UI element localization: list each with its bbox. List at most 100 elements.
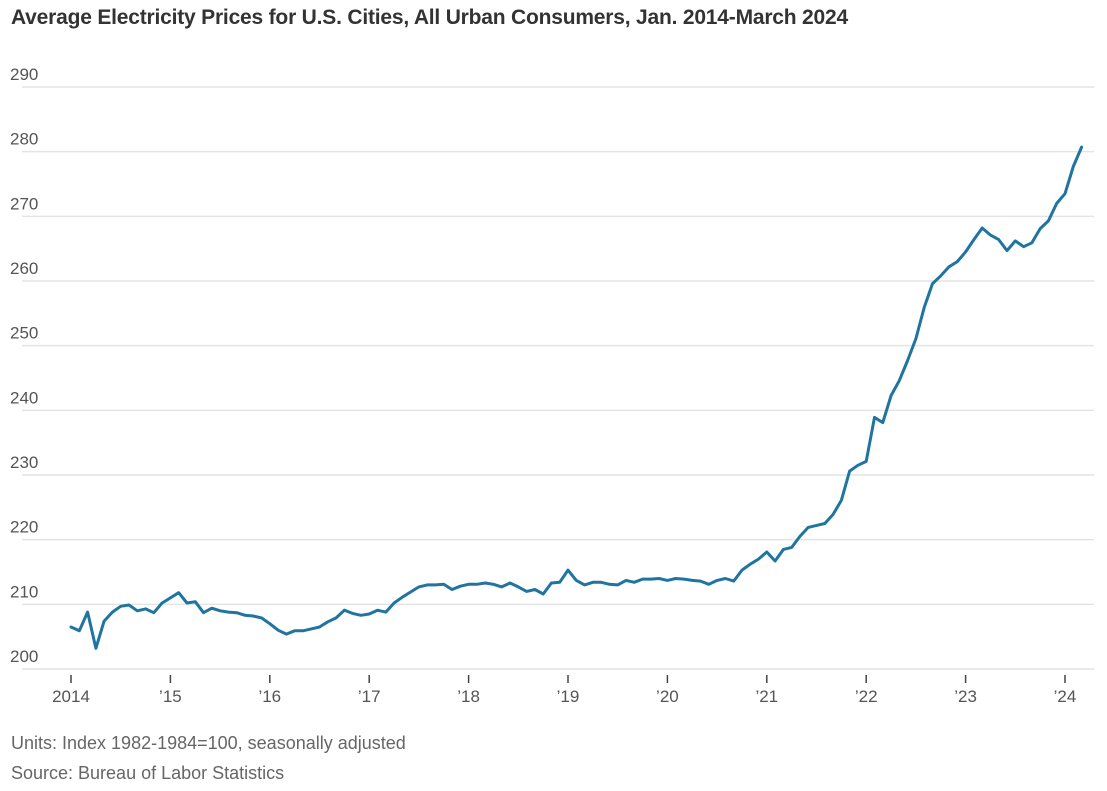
data-point — [948, 266, 950, 268]
y-tick-label: 200 — [10, 647, 38, 666]
data-point — [542, 593, 544, 595]
data-point — [128, 604, 130, 606]
data-point — [915, 337, 917, 339]
data-point — [393, 602, 395, 604]
data-point — [202, 612, 204, 614]
data-point — [95, 647, 97, 649]
data-point — [227, 611, 229, 613]
data-point — [476, 583, 478, 585]
data-point — [525, 590, 527, 592]
x-axis: 2014 ’15 ’16 ’17 ’18 ’19 ’20 ’21 ’22 ’23 ’24 — [52, 675, 1076, 706]
data-point — [749, 563, 751, 565]
data-point — [219, 610, 221, 612]
data-point — [1056, 202, 1058, 204]
x-tick-label: ’15 — [159, 687, 182, 706]
data-point — [1022, 246, 1024, 248]
data-point — [575, 579, 577, 581]
data-point — [153, 612, 155, 614]
data-point — [857, 464, 859, 466]
data-point — [641, 578, 643, 580]
data-point — [815, 524, 817, 526]
x-tick-label: ’22 — [855, 687, 878, 706]
data-point — [443, 583, 445, 585]
data-point — [1031, 242, 1033, 244]
data-point — [906, 359, 908, 361]
data-point — [186, 602, 188, 604]
data-point — [799, 535, 801, 537]
data-point — [78, 630, 80, 632]
data-point — [285, 633, 287, 635]
data-point — [807, 526, 809, 528]
data-point — [211, 607, 213, 609]
data-point — [865, 460, 867, 462]
x-tick-label: ’24 — [1054, 687, 1077, 706]
data-point — [658, 577, 660, 579]
data-point — [335, 617, 337, 619]
data-point — [766, 551, 768, 553]
data-point — [708, 583, 710, 585]
data-point — [269, 623, 271, 625]
data-point — [617, 584, 619, 586]
data-point — [956, 260, 958, 262]
data-point — [940, 275, 942, 277]
data-point — [592, 581, 594, 583]
data-point — [459, 585, 461, 587]
data-point — [691, 579, 693, 581]
data-point — [418, 586, 420, 588]
data-point — [376, 609, 378, 611]
data-point — [426, 584, 428, 586]
data-point — [559, 581, 561, 583]
y-tick-label: 230 — [10, 453, 38, 472]
data-point — [625, 579, 627, 581]
data-point — [318, 626, 320, 628]
x-tick-label: ’23 — [954, 687, 977, 706]
data-point — [1072, 165, 1074, 167]
y-tick-label: 280 — [10, 130, 38, 149]
data-point — [989, 234, 991, 236]
data-point — [236, 612, 238, 614]
data-point — [111, 611, 113, 613]
data-point — [409, 591, 411, 593]
x-tick-label: ’20 — [656, 687, 679, 706]
data-point — [277, 629, 279, 631]
data-point — [608, 583, 610, 585]
data-point — [103, 620, 105, 622]
data-point — [824, 522, 826, 524]
data-point — [252, 615, 254, 617]
data-point — [368, 613, 370, 615]
data-point — [890, 394, 892, 396]
data-point — [327, 621, 329, 623]
gridlines — [22, 86, 1094, 670]
data-point — [1047, 220, 1049, 222]
data-point — [741, 569, 743, 571]
data-point — [492, 583, 494, 585]
data-point — [675, 577, 677, 579]
units-note: Units: Index 1982-1984=100, seasonally a… — [11, 733, 406, 753]
data-point — [981, 227, 983, 229]
data-point — [840, 499, 842, 501]
data-point — [683, 578, 685, 580]
x-tick-label: ’19 — [557, 687, 580, 706]
data-point — [583, 584, 585, 586]
data-point — [567, 569, 569, 571]
data-point — [1014, 240, 1016, 242]
data-point — [360, 614, 362, 616]
x-tick-label: ’16 — [258, 687, 281, 706]
y-tick-label: 250 — [10, 324, 38, 343]
data-point — [873, 416, 875, 418]
y-tick-label: 270 — [10, 194, 38, 213]
data-point — [724, 577, 726, 579]
data-point — [169, 597, 171, 599]
data-point — [931, 282, 933, 284]
data-point — [973, 238, 975, 240]
y-axis-tick-labels: 200 210 220 230 240 250 260 270 280 290 — [10, 65, 38, 666]
data-point — [882, 421, 884, 423]
data-point — [310, 628, 312, 630]
data-point — [848, 470, 850, 472]
data-point — [260, 617, 262, 619]
y-tick-label: 220 — [10, 518, 38, 537]
data-point — [467, 583, 469, 585]
y-tick-label: 260 — [10, 259, 38, 278]
data-point — [451, 588, 453, 590]
series-layer — [69, 145, 1084, 650]
